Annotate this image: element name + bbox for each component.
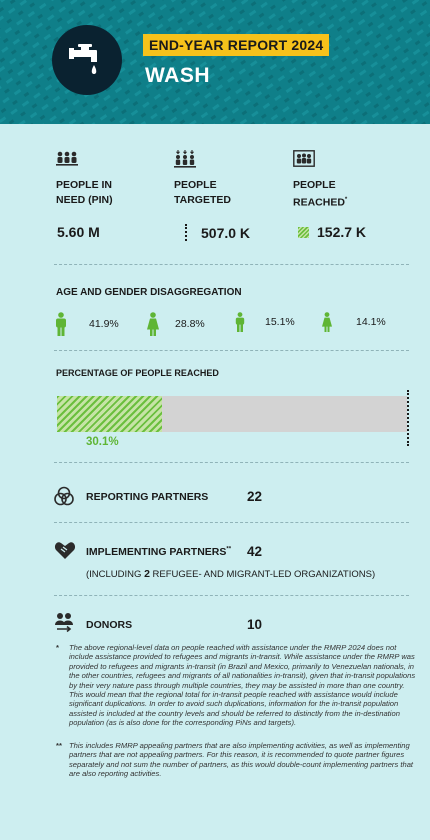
- stat-value-text: 152.7 K: [317, 224, 367, 240]
- stat-label-line: REACHED: [293, 196, 345, 209]
- reporting-partners-label: REPORTING PARTNERS: [86, 491, 209, 503]
- divider: [54, 264, 409, 265]
- footnote-text: The above regional-level data on people …: [69, 643, 416, 728]
- girl-icon: [322, 312, 332, 332]
- stat-value-text: 5.60 M: [57, 224, 100, 240]
- boy-icon: [235, 312, 245, 332]
- implementing-partners-label: IMPLEMENTING PARTNERS**: [86, 546, 231, 558]
- handshake-icon: [54, 540, 76, 564]
- hatched-square-icon: [298, 226, 309, 238]
- age-gender-value: 28.8%: [175, 318, 205, 330]
- note-count: 2: [144, 568, 150, 580]
- donors-value: 10: [247, 617, 263, 632]
- footnote-mark: **: [226, 546, 232, 553]
- note-text: (INCLUDING: [86, 569, 145, 580]
- people-in-need-icon: [56, 150, 166, 170]
- donors-label: DONORS: [86, 619, 133, 631]
- divider: [54, 462, 409, 463]
- footnote: * The above regional-level data on peopl…: [56, 643, 416, 728]
- stat-label-line: PEOPLE IN: [56, 179, 113, 191]
- progress-bar-fill: [57, 396, 163, 432]
- footnote-mark: **: [56, 741, 62, 750]
- stat-label-line: NEED (PIN): [56, 194, 113, 206]
- people-targeted-value: 507.0 K: [185, 224, 250, 241]
- progress-bar-track: [57, 396, 407, 432]
- stat-value-text: 507.0 K: [201, 224, 251, 241]
- implementing-partners-text: IMPLEMENTING PARTNERS: [86, 546, 227, 558]
- sector-title: WASH: [145, 64, 210, 87]
- people-reached-icon: [293, 150, 403, 170]
- age-gender-value: 14.1%: [356, 316, 386, 328]
- note-text: REFUGEE- AND MIGRANT-LED ORGANIZATIONS): [149, 569, 376, 580]
- man-icon: [56, 312, 66, 336]
- people-targeted-block: PEOPLE TARGETED: [174, 150, 284, 208]
- footnote-mark: *: [344, 197, 348, 203]
- reporting-partners-icon: [54, 486, 74, 510]
- divider: [54, 522, 409, 523]
- report-header: END-YEAR REPORT 2024 WASH: [0, 0, 430, 124]
- age-gender-item: 28.8%: [145, 312, 205, 336]
- footnote-text: This includes RMRP appealing partners th…: [69, 741, 414, 779]
- age-gender-item: 14.1%: [320, 312, 386, 332]
- footnote-mark: *: [56, 643, 59, 652]
- report-badge: END-YEAR REPORT 2024: [143, 34, 330, 56]
- age-gender-value: 41.9%: [89, 318, 119, 330]
- people-in-need-block: PEOPLE IN NEED (PIN): [56, 150, 166, 208]
- age-gender-title: AGE AND GENDER DISAGGREGATION: [56, 287, 242, 298]
- target-marker: [407, 390, 409, 446]
- footnote: ** This includes RMRP appealing partners…: [56, 741, 416, 779]
- dotted-line-icon: [185, 224, 187, 241]
- people-targeted-icon: [174, 150, 284, 170]
- people-reached-block: PEOPLE REACHED*: [293, 150, 403, 211]
- donors-icon: [54, 612, 76, 638]
- people-in-need-value: 5.60 M: [57, 224, 100, 240]
- reporting-partners-value: 22: [247, 489, 263, 504]
- water-tap-icon: [52, 25, 122, 95]
- implementing-partners-value: 42: [247, 544, 263, 559]
- age-gender-item: 41.9%: [53, 312, 119, 336]
- age-gender-value: 15.1%: [265, 316, 295, 328]
- percent-reached-value: 30.1%: [86, 436, 119, 448]
- percent-reached-title: PERCENTAGE OF PEOPLE REACHED: [56, 368, 219, 378]
- stat-label-line: PEOPLE: [174, 179, 217, 191]
- implementing-partners-note: (INCLUDING 2 REFUGEE- AND MIGRANT-LED OR…: [86, 568, 375, 580]
- age-gender-item: 15.1%: [233, 312, 295, 332]
- divider: [54, 350, 409, 351]
- divider: [54, 595, 409, 596]
- woman-icon: [147, 312, 159, 336]
- stat-label-line: PEOPLE: [293, 179, 336, 191]
- stat-label-line: TARGETED: [174, 194, 231, 206]
- people-reached-value: 152.7 K: [298, 224, 366, 240]
